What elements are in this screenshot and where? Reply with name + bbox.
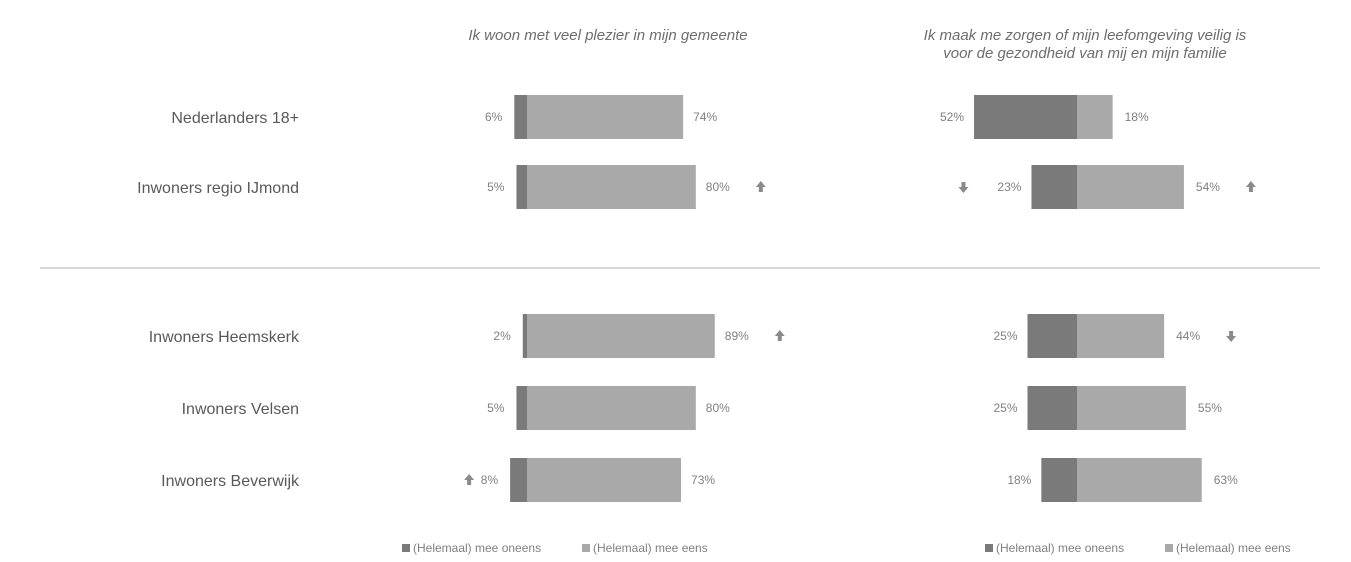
panel-1-bar-agree-3 xyxy=(527,314,715,358)
panel-2-bar-disagree-2 xyxy=(1031,165,1077,209)
panel-2-bar-agree-1 xyxy=(1077,95,1113,139)
panel-1-bar-disagree-5 xyxy=(510,458,527,502)
panel-1-label-agree-2: 80% xyxy=(706,180,730,194)
panel-2-label-disagree-1: 52% xyxy=(940,110,964,124)
panel-1-label-disagree-1: 6% xyxy=(485,110,503,124)
panel-1-arrow-up-icon-agree-2 xyxy=(755,181,766,192)
panel-2-label-agree-3: 44% xyxy=(1176,329,1200,343)
panel-1-label-disagree-4: 5% xyxy=(487,401,505,415)
row-label-5: Inwoners Beverwijk xyxy=(161,473,300,490)
panel-1-bar-agree-5 xyxy=(527,458,682,502)
panel-1-bar-disagree-1 xyxy=(514,95,527,139)
row-label-4: Inwoners Velsen xyxy=(182,401,299,418)
panel-1-title-line-1: Ik woon met veel plezier in mijn gemeent… xyxy=(468,27,747,44)
panel-1-bar-agree-4 xyxy=(527,386,696,430)
panel-1-label-agree-1: 74% xyxy=(693,110,717,124)
panel-2-legend-label-2: (Helemaal) mee eens xyxy=(1176,541,1291,555)
panel-1-label-disagree-3: 2% xyxy=(493,329,511,343)
panel-2-label-agree-2: 54% xyxy=(1196,180,1220,194)
panel-1-legend-label-2: (Helemaal) mee eens xyxy=(593,541,708,555)
panel-1-legend-label-1: (Helemaal) mee oneens xyxy=(413,541,541,555)
panel-2-label-disagree-5: 18% xyxy=(1007,473,1031,487)
panel-1-label-agree-3: 89% xyxy=(725,329,749,343)
panel-2-legend-swatch-1 xyxy=(985,544,993,552)
panel-2-label-disagree-3: 25% xyxy=(993,329,1017,343)
panel-2-arrow-down-icon-disagree-2 xyxy=(958,182,969,193)
panel-2-arrow-down-icon-agree-3 xyxy=(1226,331,1237,342)
panel-2-bar-disagree-4 xyxy=(1027,386,1077,430)
panel-2-bar-disagree-1 xyxy=(974,95,1077,139)
panel-2-label-agree-4: 55% xyxy=(1198,401,1222,415)
panel-2-label-disagree-4: 25% xyxy=(993,401,1017,415)
row-label-2: Inwoners regio IJmond xyxy=(137,180,299,197)
panel-2-arrow-up-icon-agree-2 xyxy=(1245,181,1256,192)
panel-1-arrow-up-icon-agree-3 xyxy=(774,330,785,341)
panel-1-legend-swatch-2 xyxy=(582,544,590,552)
panel-1-bar-agree-2 xyxy=(527,165,696,209)
panel-2-bar-agree-2 xyxy=(1077,165,1184,209)
panel-1-bar-agree-1 xyxy=(527,95,684,139)
panel-2-label-agree-1: 18% xyxy=(1125,110,1149,124)
panel-2-label-agree-5: 63% xyxy=(1214,473,1238,487)
panel-1-label-disagree-2: 5% xyxy=(487,180,505,194)
panel-1-legend-swatch-1 xyxy=(402,544,410,552)
panel-2-bar-disagree-5 xyxy=(1041,458,1077,502)
panel-2-legend-label-1: (Helemaal) mee oneens xyxy=(996,541,1124,555)
panel-1-arrow-up-icon-disagree-5 xyxy=(464,474,475,485)
row-label-1: Nederlanders 18+ xyxy=(171,110,299,127)
panel-1-bar-disagree-3 xyxy=(522,314,527,358)
panel-2-bar-agree-4 xyxy=(1077,386,1186,430)
panel-2-legend-swatch-2 xyxy=(1165,544,1173,552)
panel-2-bar-disagree-3 xyxy=(1027,314,1077,358)
panel-1-label-agree-4: 80% xyxy=(706,401,730,415)
panel-2-title-line-2: voor de gezondheid van mij en mijn famil… xyxy=(943,45,1226,62)
panel-1-bar-disagree-4 xyxy=(516,386,527,430)
panel-2-title-line-1: Ik maak me zorgen of mijn leefomgeving v… xyxy=(924,27,1247,44)
panel-1-bar-disagree-2 xyxy=(516,165,527,209)
row-label-3: Inwoners Heemskerk xyxy=(149,329,300,346)
panel-2-label-disagree-2: 23% xyxy=(997,180,1021,194)
panel-2-bar-agree-5 xyxy=(1077,458,1202,502)
panel-1-label-disagree-5: 8% xyxy=(481,473,499,487)
panel-1-label-agree-5: 73% xyxy=(691,473,715,487)
panel-2-bar-agree-3 xyxy=(1077,314,1165,358)
